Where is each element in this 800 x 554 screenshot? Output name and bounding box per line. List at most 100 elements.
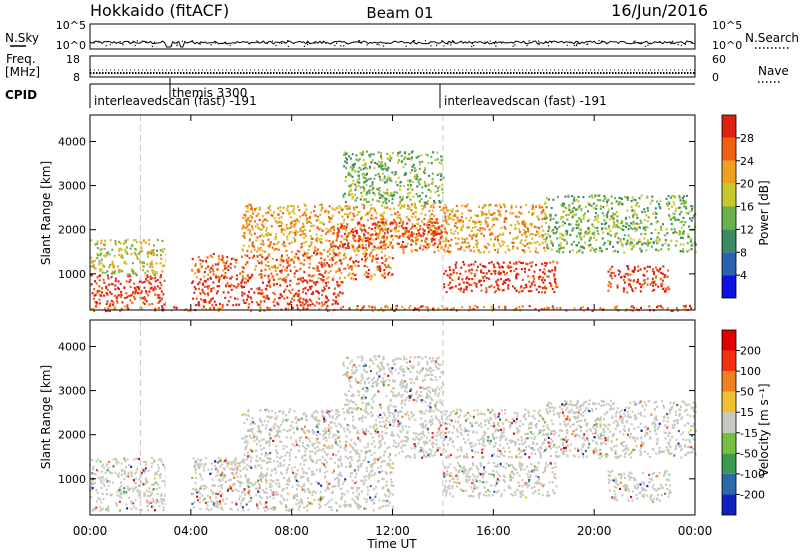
scatter-cell: [436, 232, 439, 235]
scatter-cell: [163, 465, 166, 469]
scatter-cell: [460, 266, 463, 269]
scatter-cell: [664, 242, 667, 245]
scatter-cell: [110, 493, 113, 496]
scatter-cell: [266, 472, 268, 475]
scatter-cell: [683, 205, 686, 208]
scatter-cell: [605, 247, 608, 251]
scatter-cell: [354, 481, 357, 484]
scatter-cell: [340, 281, 343, 284]
scatter-cell: [340, 209, 343, 212]
scatter-cell: [364, 230, 367, 233]
scatter-cell: [265, 227, 268, 230]
scatter-cell: [243, 488, 246, 491]
scatter-cell: [246, 254, 249, 257]
scatter-cell: [225, 285, 228, 288]
scatter-cell: [382, 499, 384, 502]
scatter-cell: [143, 280, 146, 283]
scatter-cell: [263, 459, 265, 463]
scatter-cell: [295, 269, 298, 273]
scatter-cell: [273, 248, 276, 251]
scatter-cell: [382, 215, 384, 218]
scatter-cell: [457, 232, 460, 235]
scatter-cell: [637, 265, 640, 268]
scatter-cell: [483, 212, 486, 216]
scatter-cell: [282, 233, 285, 236]
scatter-cell: [299, 227, 302, 230]
scatter-cell: [547, 269, 550, 272]
scatter-cell: [148, 239, 150, 242]
scatter-cell: [415, 249, 418, 252]
scatter-cell: [94, 508, 97, 511]
nsearch-dot: [319, 41, 322, 43]
scatter-cell: [259, 246, 262, 249]
scatter-cell: [373, 222, 375, 225]
scatter-cell: [359, 465, 362, 468]
scatter-cell: [607, 289, 610, 292]
scatter-cell: [681, 236, 684, 239]
scatter-cell: [305, 240, 308, 243]
scatter-cell: [516, 215, 519, 218]
scatter-cell: [369, 496, 372, 499]
scatter-cell: [460, 216, 463, 219]
scatter-cell: [368, 166, 371, 170]
scatter-cell: [305, 252, 308, 255]
scatter-cell: [405, 229, 408, 232]
scatter-cell: [254, 481, 257, 484]
scatter-cell: [521, 243, 524, 246]
scatter-cell: [192, 280, 195, 283]
scatter-cell: [372, 255, 374, 258]
scatter-cell: [257, 226, 259, 229]
scatter-cell: [593, 248, 596, 251]
scatter-cell: [530, 290, 533, 293]
scatter-cell: [129, 294, 132, 297]
scatter-cell: [150, 263, 153, 266]
scatter-cell: [601, 237, 604, 240]
scatter-cell: [597, 199, 600, 202]
nsearch-dot: [340, 45, 342, 47]
scatter-cell: [621, 197, 623, 200]
scatter-cell: [163, 247, 166, 251]
scatter-cell: [475, 221, 478, 224]
scatter-cell: [329, 228, 332, 231]
scatter-cell: [521, 278, 524, 281]
scatter-cell: [552, 229, 554, 232]
scatter-cell: [610, 271, 613, 274]
scatter-cell: [336, 227, 339, 230]
scatter-cell: [251, 241, 254, 244]
scatter-cell: [266, 294, 269, 297]
nsearch-dot: [405, 45, 407, 47]
scatter-cell: [359, 186, 362, 189]
scatter-cell: [379, 221, 382, 224]
scatter-cell: [106, 251, 109, 254]
scatter-cell: [660, 248, 663, 251]
scatter-cell: [230, 461, 233, 464]
scatter-cell: [134, 482, 137, 485]
scatter-cell: [402, 232, 405, 235]
scatter-cell: [259, 478, 262, 481]
scatter-cell: [499, 213, 502, 216]
scatter-cell: [247, 280, 250, 283]
scatter-cell: [289, 211, 292, 214]
scatter-cell: [411, 165, 414, 168]
scatter-cell: [197, 466, 200, 469]
scatter-cell: [498, 243, 501, 246]
scatter-cell: [243, 213, 246, 216]
scatter-cell: [107, 509, 110, 512]
scatter-cell: [404, 152, 407, 155]
scatter-cell: [503, 241, 506, 244]
scatter-cell: [321, 274, 324, 277]
scatter-cell: [150, 260, 153, 263]
scatter-cell: [468, 226, 471, 229]
scatter-cell: [515, 274, 518, 277]
scatter-cell: [215, 292, 218, 295]
scatter-cell: [350, 230, 353, 233]
nsearch-dot: [256, 40, 258, 42]
scatter-cell: [255, 207, 258, 210]
scatter-cell: [603, 197, 606, 200]
scatter-cell: [420, 154, 423, 157]
scatter-cell: [575, 235, 578, 238]
scatter-cell: [398, 235, 401, 238]
scatter-cell: [335, 296, 338, 299]
scatter-cell: [488, 209, 491, 212]
scatter-cell: [392, 309, 395, 312]
